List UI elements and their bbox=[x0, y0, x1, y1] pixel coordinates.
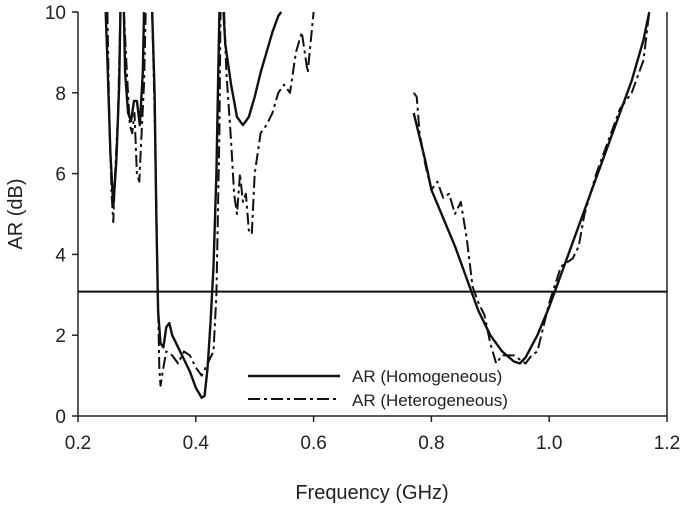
ticks: 0.2 0.4 0.6 0.8 1.0 1.2 0 2 4 6 8 10 bbox=[45, 3, 680, 454]
x-tick-label: 0.4 bbox=[183, 433, 210, 454]
series-line-segment bbox=[151, 11, 221, 399]
plot-area: 0.2 0.4 0.6 0.8 1.0 1.2 0 2 4 6 8 10 bbox=[45, 3, 680, 454]
series-line-segment bbox=[222, 11, 283, 127]
y-axis-title: AR (dB) bbox=[5, 178, 27, 249]
y-tick-label: 2 bbox=[55, 326, 66, 347]
series-line-segment bbox=[122, 11, 147, 183]
series-line-segment bbox=[412, 11, 651, 365]
legend: AR (Homogeneous) AR (Heterogeneous) bbox=[248, 367, 508, 410]
x-tick-label: 0.6 bbox=[300, 433, 326, 454]
x-tick-label: 1.2 bbox=[654, 433, 680, 454]
x-tick-label: 1.0 bbox=[536, 433, 562, 454]
series-heterogeneous bbox=[106, 11, 651, 387]
series-line-segment bbox=[223, 11, 315, 236]
x-tick-label: 0.8 bbox=[418, 433, 444, 454]
series-homogeneous bbox=[104, 11, 651, 399]
series-line-segment bbox=[106, 11, 122, 224]
series-line-segment bbox=[122, 11, 146, 127]
y-tick-label: 4 bbox=[55, 245, 66, 266]
y-tick-label: 0 bbox=[55, 407, 66, 428]
legend-label-heterogeneous: AR (Heterogeneous) bbox=[352, 391, 508, 410]
x-tick-label: 0.2 bbox=[65, 433, 91, 454]
x-axis-title: Frequency (GHz) bbox=[295, 482, 448, 504]
y-tick-label: 10 bbox=[45, 3, 66, 24]
series-line-segment bbox=[151, 11, 222, 387]
y-tick-label: 6 bbox=[55, 165, 66, 186]
series-group bbox=[104, 11, 651, 399]
y-tick-label: 8 bbox=[55, 84, 66, 105]
legend-label-homogeneous: AR (Homogeneous) bbox=[352, 367, 502, 386]
series-line-segment bbox=[412, 11, 651, 365]
